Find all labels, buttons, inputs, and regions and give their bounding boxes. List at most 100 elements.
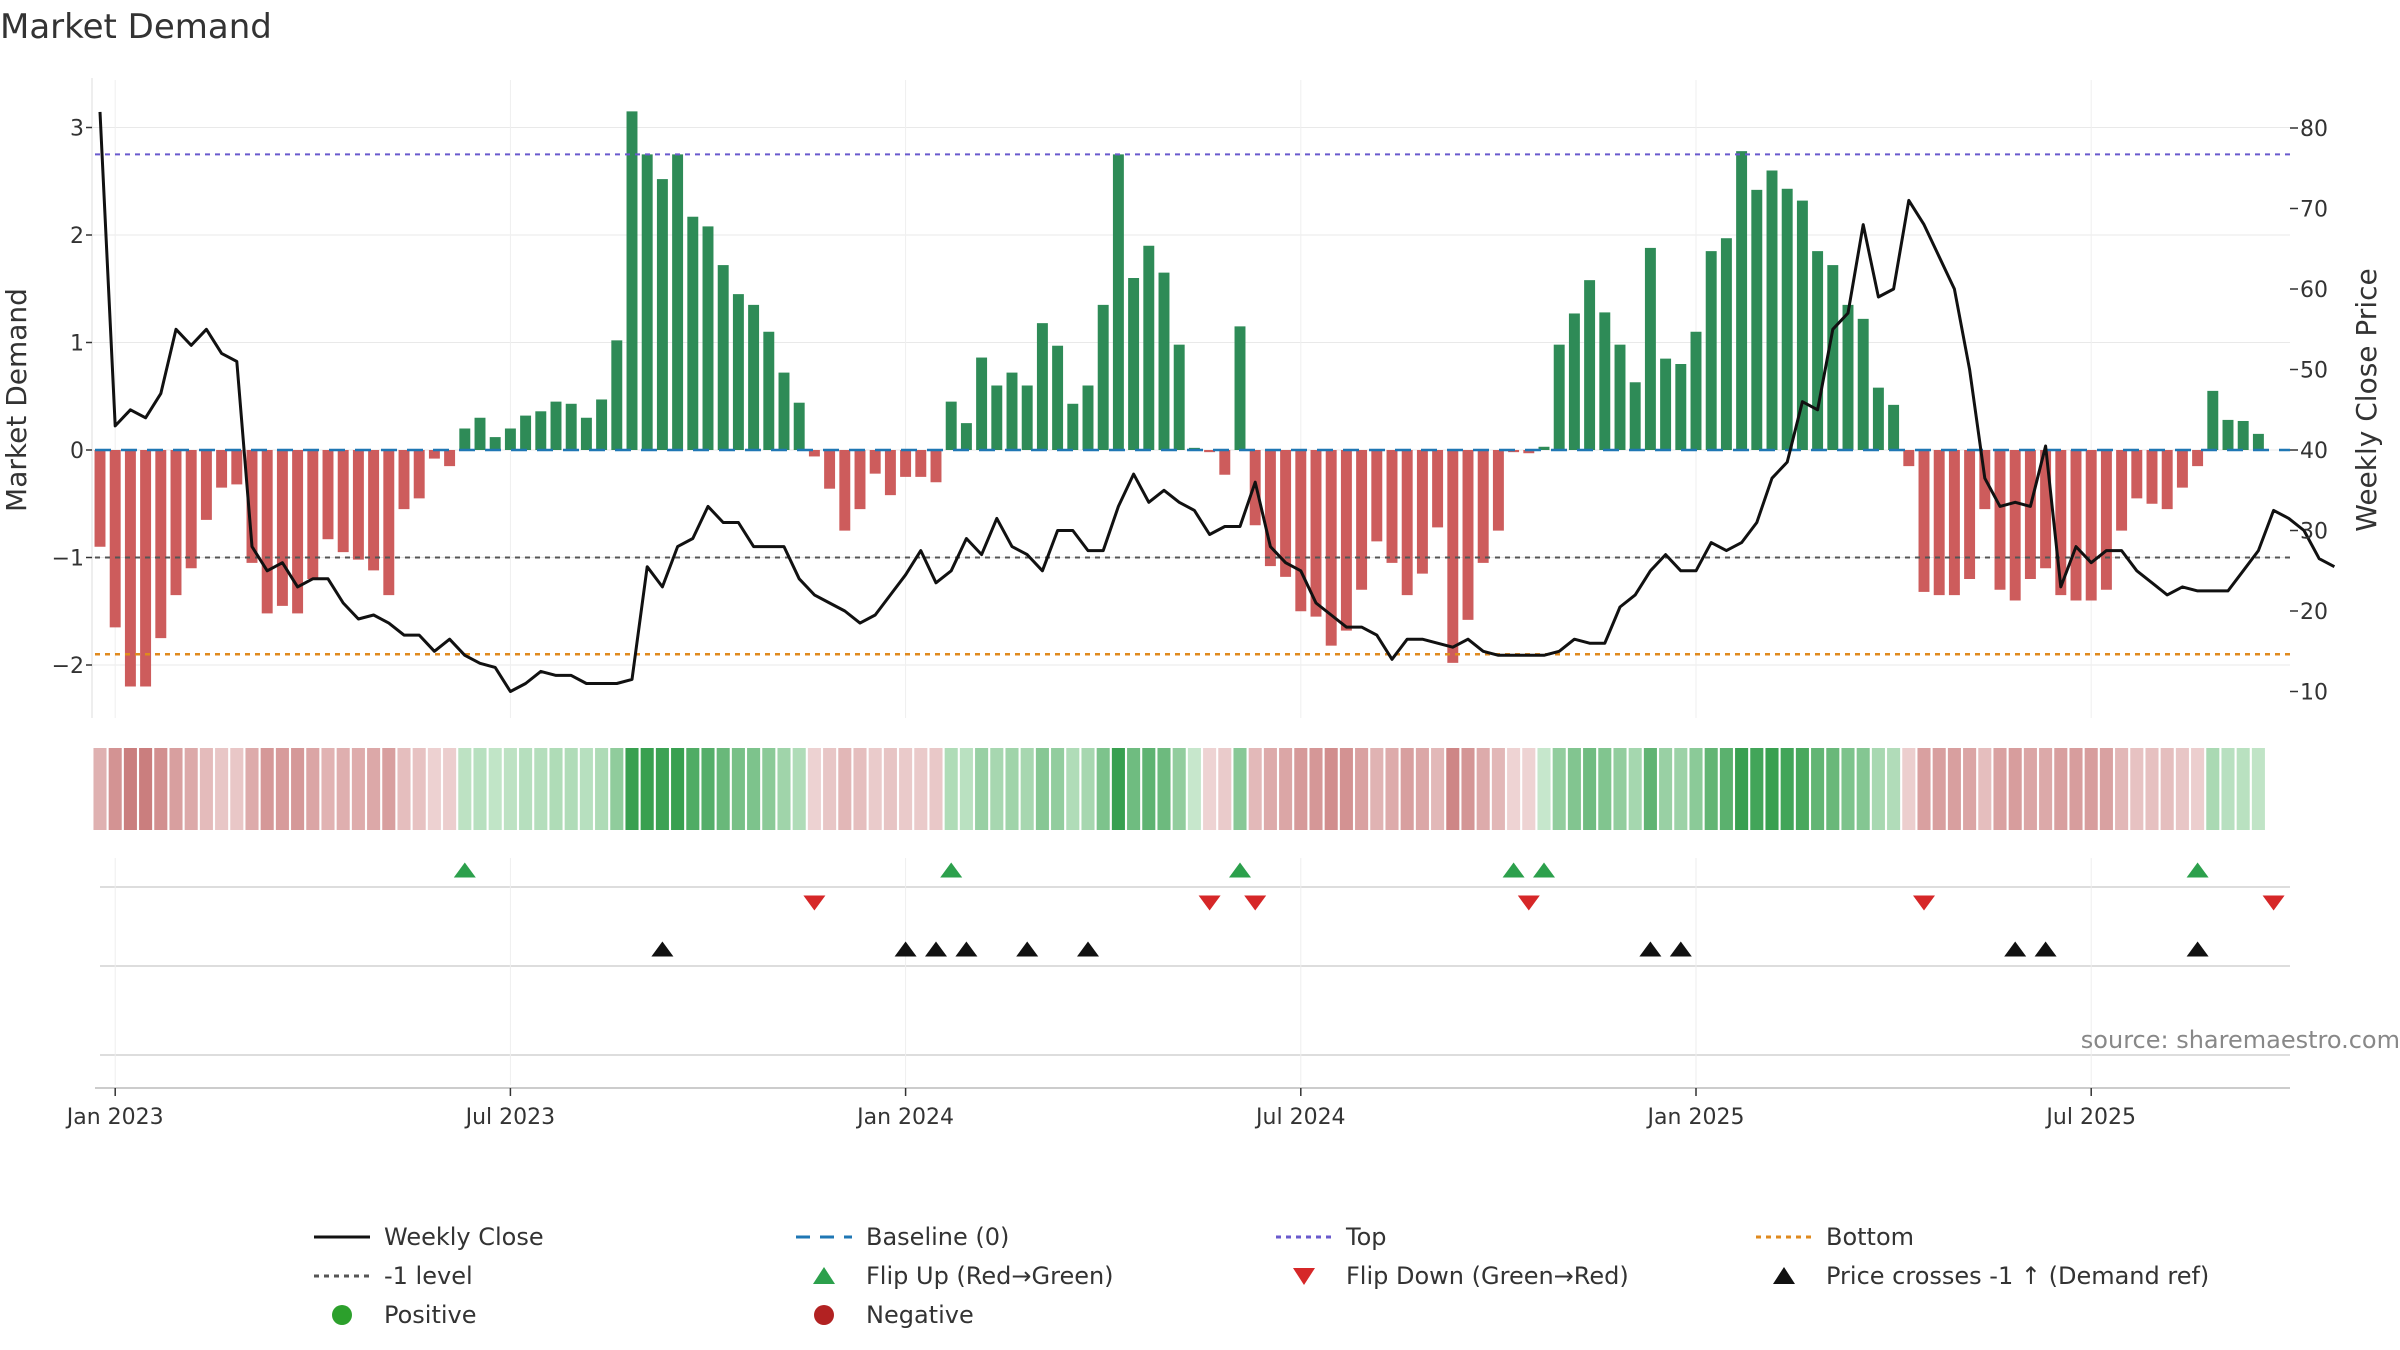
demand-bar	[231, 450, 243, 485]
heat-strip-cell	[2175, 748, 2189, 830]
heat-strip-cell	[1750, 748, 1764, 830]
demand-bar	[2024, 450, 2036, 579]
demand-bar	[398, 450, 410, 510]
demand-bar	[1386, 450, 1398, 563]
demand-bar	[1690, 331, 1702, 450]
demand-bar	[1112, 154, 1124, 450]
heat-strip-cell	[230, 748, 244, 830]
demand-bars	[94, 111, 2264, 687]
heat-strip-cell	[1233, 748, 1247, 830]
heat-strip-cell	[321, 748, 335, 830]
demand-bar	[261, 450, 273, 614]
demand-bar	[1371, 450, 1383, 542]
heat-strip-cell	[412, 748, 426, 830]
demand-bar	[1796, 200, 1808, 450]
heat-strip-cell	[2115, 748, 2129, 830]
flip-down-marker	[803, 895, 826, 911]
x-tick-label: Jan 2023	[65, 1105, 164, 1130]
demand-bar	[2222, 419, 2234, 450]
heat-strip-cell	[351, 748, 365, 830]
demand-bar	[1948, 450, 1960, 596]
demand-bar	[1462, 450, 1474, 620]
heat-strip-cell	[1035, 748, 1049, 830]
heat-strip-cell	[1856, 748, 1870, 830]
heat-strip-cell	[549, 748, 563, 830]
demand-bar	[2237, 420, 2249, 450]
heat-strip-cell	[792, 748, 806, 830]
demand-bar	[489, 437, 501, 450]
demand-bar	[1964, 450, 1976, 579]
demand-bar	[1432, 450, 1444, 528]
demand-bar	[1857, 318, 1869, 450]
y2-tick-label: 70	[2300, 198, 2328, 223]
heat-strip-cell	[2054, 748, 2068, 830]
heat-strip-cell	[123, 748, 137, 830]
chart-title: Market Demand	[0, 7, 272, 47]
heat-strip-cell	[959, 748, 973, 830]
x-tick-label: Jul 2025	[2044, 1105, 2136, 1130]
demand-bar	[1492, 450, 1504, 531]
legend-label: -1 level	[384, 1262, 473, 1290]
y-tick-label: 0	[70, 439, 84, 464]
y-tick-label: −2	[52, 654, 84, 679]
demand-bar	[550, 401, 562, 450]
legend-label: Negative	[866, 1301, 974, 1329]
demand-bar	[884, 450, 896, 496]
heat-strip-cell	[975, 748, 989, 830]
heat-strip-cell	[1020, 748, 1034, 830]
heat-strip-cell	[275, 748, 289, 830]
demand-bar	[1219, 450, 1231, 475]
demand-bar	[778, 372, 790, 450]
heat-strip-cell	[139, 748, 153, 830]
x-tick-label: Jul 2023	[464, 1105, 556, 1130]
demand-bar	[1097, 304, 1109, 450]
y-tick-label: −1	[52, 547, 84, 572]
demand-bar	[2192, 450, 2204, 467]
heat-strip-cell	[1127, 748, 1141, 830]
demand-bar	[1021, 385, 1033, 450]
demand-bar	[1416, 450, 1428, 574]
flip-up-marker	[2186, 862, 2209, 878]
heat-strip-cell	[1263, 748, 1277, 830]
heat-strip-cell	[1203, 748, 1217, 830]
legend: Weekly Close Baseline (0) Top Bottom -1 leve…	[314, 1223, 2209, 1329]
legend-swatch-triangle-up	[813, 1267, 835, 1284]
heat-strip-cell	[1507, 748, 1521, 830]
heat-strip-cell	[1902, 748, 1916, 830]
heat-strip-cell	[169, 748, 183, 830]
demand-bar	[1006, 372, 1018, 450]
demand-bar	[155, 450, 167, 639]
heat-strip-cell	[1385, 748, 1399, 830]
heat-strip-cell	[595, 748, 609, 830]
demand-bar	[1842, 304, 1854, 450]
heat-strip-cell	[1871, 748, 1885, 830]
heat-strip-cell	[367, 748, 381, 830]
demand-bar	[1401, 450, 1413, 596]
heat-strip-cell	[1066, 748, 1080, 830]
heat-strip-cell	[929, 748, 943, 830]
demand-bar	[1340, 450, 1352, 631]
heat-strip-cell	[1841, 748, 1855, 830]
demand-bar	[459, 428, 471, 450]
demand-heat-strip	[93, 748, 2265, 830]
demand-bar	[2100, 450, 2112, 590]
heat-strip-cell	[1218, 748, 1232, 830]
demand-bar	[1827, 265, 1839, 450]
demand-bar	[2009, 450, 2021, 601]
demand-bar	[945, 401, 957, 450]
heat-strip-cell	[1978, 748, 1992, 830]
heat-strip-cell	[260, 748, 274, 830]
heat-strip-cell	[1324, 748, 1338, 830]
heat-strip-cell	[701, 748, 715, 830]
demand-bar	[1325, 450, 1337, 646]
demand-bar	[413, 450, 425, 499]
heat-strip-cell	[655, 748, 669, 830]
heat-strip-cell	[2084, 748, 2098, 830]
heat-strip-cell	[1491, 748, 1505, 830]
demand-bar	[504, 428, 516, 450]
heat-strip-cell	[944, 748, 958, 830]
y2-tick-label: 60	[2300, 278, 2328, 303]
heat-strip-cell	[1917, 748, 1931, 830]
legend-label: Flip Up (Red→Green)	[866, 1262, 1114, 1290]
demand-bar	[732, 294, 744, 450]
